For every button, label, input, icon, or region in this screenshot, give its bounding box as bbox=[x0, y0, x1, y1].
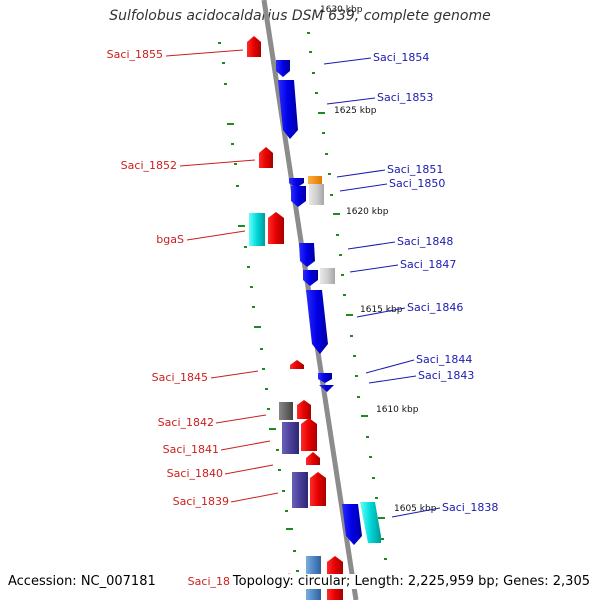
gene-saci-1846[interactable] bbox=[306, 290, 328, 354]
label-saci-1846[interactable]: Saci_1846 bbox=[407, 301, 463, 314]
gene-saci-1840[interactable] bbox=[306, 452, 320, 465]
label-saci-1840[interactable]: Saci_1840 bbox=[167, 467, 223, 480]
gene-bgas-rna[interactable] bbox=[249, 213, 265, 246]
gene-saci-1851-partner[interactable] bbox=[308, 176, 322, 184]
genome-summary: Topology: circular; Length: 2,225,959 bp… bbox=[230, 574, 590, 589]
gene-saci-1853[interactable] bbox=[278, 80, 298, 139]
label-bgas[interactable]: bgaS bbox=[156, 233, 184, 246]
label-saci-1847[interactable]: Saci_1847 bbox=[400, 258, 456, 271]
gene-saci-1841[interactable] bbox=[301, 418, 317, 451]
label-saci-1843[interactable]: Saci_1843 bbox=[418, 369, 474, 382]
gene-saci-1844[interactable] bbox=[318, 373, 332, 383]
gene-saci-1850[interactable] bbox=[291, 186, 306, 207]
label-saci-1844[interactable]: Saci_1844 bbox=[416, 353, 472, 366]
gene-saci-1854[interactable] bbox=[276, 60, 290, 77]
left-gene-labels: Saci_1855 Saci_1852 bgaS Saci_1845 Saci_… bbox=[107, 48, 244, 588]
label-saci-1850[interactable]: Saci_1850 bbox=[389, 177, 445, 190]
label-saci-1839[interactable]: Saci_1839 bbox=[173, 495, 229, 508]
gene-saci-1855[interactable] bbox=[247, 36, 261, 57]
scale-label-1620: 1620 kbp bbox=[346, 207, 389, 217]
scale-label-1630: 1630 kbp bbox=[320, 5, 363, 15]
label-saci-1855[interactable]: Saci_1855 bbox=[107, 48, 163, 61]
gene-saci-1843[interactable] bbox=[319, 385, 334, 392]
label-saci-1842[interactable]: Saci_1842 bbox=[158, 416, 214, 429]
gene-saci-1838-rna[interactable] bbox=[360, 502, 381, 543]
gene-saci-1850-partner[interactable] bbox=[309, 184, 324, 205]
label-saci-1845[interactable]: Saci_1845 bbox=[152, 371, 208, 384]
scale-label-1625: 1625 kbp bbox=[334, 106, 377, 116]
gene-saci-1845[interactable] bbox=[290, 360, 304, 369]
label-saci-1848[interactable]: Saci_1848 bbox=[397, 235, 453, 248]
reverse-strand-genes bbox=[276, 60, 381, 545]
gene-saci-1838[interactable] bbox=[342, 504, 362, 545]
gene-saci-1848[interactable] bbox=[299, 243, 315, 267]
inner-tick-ring bbox=[307, 32, 387, 560]
accession-label: Accession: NC_007181 bbox=[8, 574, 156, 589]
label-saci-1838[interactable]: Saci_1838 bbox=[442, 501, 498, 514]
right-leader-lines bbox=[323, 57, 441, 518]
gene-saci-1847-partner[interactable] bbox=[320, 268, 335, 284]
label-saci-1853[interactable]: Saci_1853 bbox=[377, 91, 433, 104]
scale-label-1610: 1610 kbp bbox=[376, 405, 419, 415]
gene-saci-1839[interactable] bbox=[310, 472, 326, 506]
gene-saci-1852[interactable] bbox=[259, 147, 273, 168]
right-gene-labels: Saci_1854 Saci_1853 Saci_1851 Saci_1850 … bbox=[373, 51, 498, 514]
gene-saci-1839-partner[interactable] bbox=[292, 472, 308, 508]
gene-bgas-orf[interactable] bbox=[268, 212, 284, 244]
scale-label-1605: 1605 kbp bbox=[394, 504, 437, 514]
gene-saci-1842[interactable] bbox=[297, 400, 311, 419]
map-title: Sulfolobus acidocaldarius DSM 639, compl… bbox=[109, 8, 491, 24]
label-saci-1852[interactable]: Saci_1852 bbox=[121, 159, 177, 172]
gene-saci-1847[interactable] bbox=[303, 270, 318, 286]
label-saci-1837[interactable]: Saci_1837 bbox=[188, 575, 244, 588]
gene-saci-1841-partner[interactable] bbox=[282, 422, 299, 454]
outer-tick-ring bbox=[218, 42, 299, 572]
gene-saci-1851[interactable] bbox=[289, 178, 304, 188]
gene-saci-1842-partner[interactable] bbox=[279, 402, 293, 420]
label-saci-1854[interactable]: Saci_1854 bbox=[373, 51, 429, 64]
label-saci-1851[interactable]: Saci_1851 bbox=[387, 163, 443, 176]
label-saci-1841[interactable]: Saci_1841 bbox=[163, 443, 219, 456]
scale-label-1615: 1615 kbp bbox=[360, 305, 403, 315]
